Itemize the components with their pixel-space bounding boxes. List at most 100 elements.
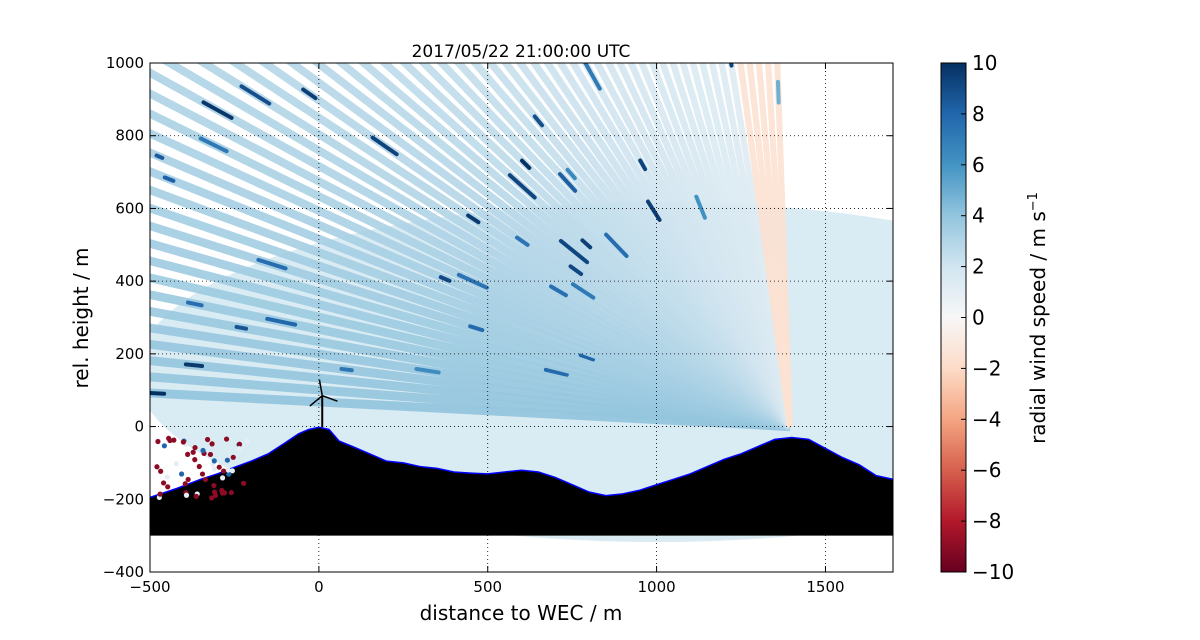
- scan-point: [241, 480, 247, 486]
- scan-beam: [150, 306, 791, 431]
- scan-speckle: [638, 158, 648, 172]
- scan-speckle: [198, 136, 229, 154]
- scan-point: [161, 443, 167, 449]
- scan-speckle: [558, 238, 590, 265]
- colorbar-tick-label: 10: [972, 51, 997, 75]
- scan-point: [185, 451, 191, 457]
- y-axis: −400 −200 0 200 400 600 800 1000: [103, 54, 893, 581]
- scan-point: [165, 484, 171, 490]
- scan-point: [202, 476, 209, 483]
- y-tick-label: 200: [115, 345, 144, 363]
- scan-point: [192, 444, 198, 451]
- scan-beam: [150, 388, 791, 432]
- scan-speckle: [580, 238, 593, 250]
- scan-speckle: [101, 23, 115, 31]
- scan-point: [173, 461, 179, 467]
- wec-blade: [309, 395, 323, 407]
- scan-speckle: [154, 153, 165, 160]
- plot-area: [0, 0, 894, 573]
- scan-point: [180, 439, 186, 445]
- scan-point: [190, 449, 196, 455]
- scan-point: [196, 463, 202, 470]
- chart-title: 2017/05/22 21:00:00 UTC: [412, 42, 631, 62]
- scan-speckle: [239, 84, 272, 106]
- scan-point: [209, 495, 215, 501]
- wec-blade: [318, 379, 323, 396]
- scan-point: [211, 466, 217, 472]
- scan-beam: [501, 63, 793, 429]
- scan-point: [183, 492, 190, 498]
- scan-beam: [150, 221, 792, 431]
- colorbar-tick-label: −2: [972, 356, 1001, 380]
- scan-beam: [699, 63, 794, 428]
- scan-speckle: [507, 173, 537, 200]
- scan-beam: [569, 63, 794, 429]
- scan-speckle: [746, 32, 749, 56]
- x-tick-label: 1000: [637, 578, 675, 596]
- colorbar-tick-label: 2: [972, 255, 985, 279]
- scan-speckle: [234, 324, 249, 331]
- scan-speckle: [0, 55, 9, 68]
- colorbar-tick-label: −6: [972, 458, 1001, 482]
- scan-beam: [470, 63, 793, 429]
- scan-beam: [708, 63, 794, 428]
- scan-beam: [311, 63, 793, 430]
- scan-beam: [150, 273, 791, 431]
- x-tick-label: −500: [129, 578, 170, 596]
- scan-point: [230, 454, 236, 460]
- scan-speckle: [48, 331, 68, 334]
- scan-speckle: [68, 27, 84, 36]
- scan-point: [160, 480, 167, 486]
- scan-beam: [150, 109, 792, 431]
- colorbar-ticks: 10 8 6 4 2 0 −2 −4 −6 −8 −10: [961, 51, 1014, 584]
- x-axis: −500 0 500 1000 1500: [129, 63, 845, 596]
- x-tick-label: 1500: [806, 578, 844, 596]
- scan-point: [157, 491, 163, 497]
- colorbar-tick-label: −8: [972, 509, 1001, 533]
- scan-point: [229, 468, 235, 474]
- scan-point: [185, 476, 191, 483]
- y-tick-label: 600: [115, 199, 144, 217]
- scan-point: [223, 436, 230, 442]
- scan-point: [155, 438, 161, 445]
- scan-beam: [150, 290, 791, 431]
- scan-point: [200, 447, 206, 454]
- wind-turbine: [309, 379, 338, 428]
- scan-beam: [150, 356, 791, 431]
- scan-beam: [399, 63, 793, 430]
- y-tick-label: 800: [115, 127, 144, 145]
- scan-point: [236, 445, 242, 452]
- scan-beam: [161, 63, 793, 431]
- scan-beam: [669, 63, 794, 428]
- scan-beam: [453, 63, 793, 430]
- scan-beam: [627, 63, 794, 428]
- scan-speckle: [475, 0, 493, 4]
- scan-speckle: [520, 158, 532, 170]
- scan-beam: [485, 63, 793, 429]
- scan-speckle: [543, 367, 569, 377]
- scan-point: [199, 471, 206, 477]
- scan-point: [171, 437, 177, 443]
- scan-speckle: [201, 100, 234, 120]
- colorbar-label: radial wind speed / m s−1: [1026, 192, 1050, 444]
- scan-beam: [150, 167, 792, 431]
- scan-point: [211, 458, 217, 464]
- scan-beam: [357, 63, 793, 430]
- scan-beam: [638, 63, 794, 428]
- y-axis-label: rel. height / m: [69, 247, 93, 388]
- scan-beam: [150, 148, 792, 431]
- scan-point: [219, 475, 226, 481]
- colorbar-tick-label: 6: [972, 153, 985, 177]
- scan-speckle: [466, 213, 481, 225]
- scan-speckle: [729, 63, 734, 68]
- colorbar-tick-label: −4: [972, 407, 1001, 431]
- scan-beam: [150, 88, 792, 431]
- scan-speckle: [515, 235, 530, 247]
- scan-point: [244, 438, 250, 444]
- plot-frame: [149, 62, 894, 573]
- scan-point: [216, 464, 222, 470]
- scan-point: [209, 441, 215, 447]
- scan-point: [226, 471, 232, 477]
- scan-beam: [529, 63, 793, 429]
